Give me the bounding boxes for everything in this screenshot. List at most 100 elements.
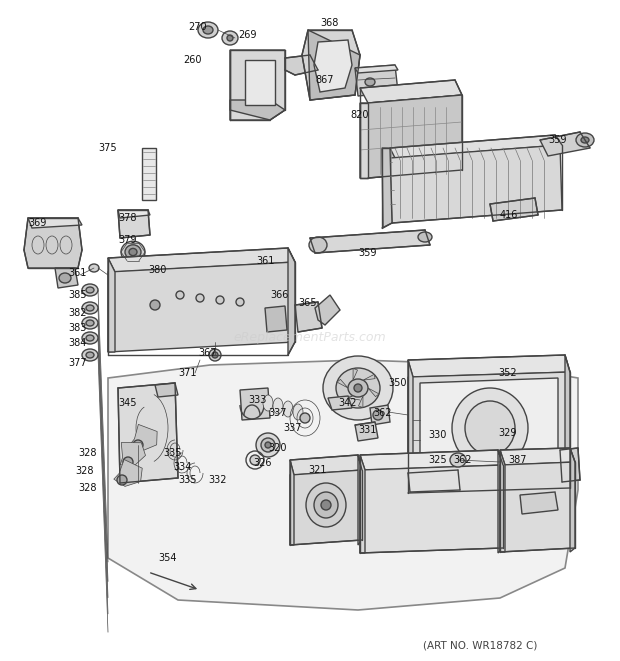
Text: 369: 369: [28, 218, 46, 228]
Ellipse shape: [581, 137, 589, 143]
Polygon shape: [230, 50, 285, 120]
Text: 352: 352: [498, 368, 516, 378]
Text: 326: 326: [253, 458, 272, 468]
Polygon shape: [285, 55, 318, 75]
Ellipse shape: [336, 368, 380, 408]
Text: 385: 385: [68, 290, 87, 300]
Polygon shape: [500, 448, 575, 465]
Polygon shape: [520, 492, 558, 514]
Polygon shape: [130, 424, 157, 451]
Ellipse shape: [212, 352, 218, 358]
Ellipse shape: [176, 291, 184, 299]
Ellipse shape: [82, 349, 98, 361]
Ellipse shape: [576, 133, 594, 147]
Ellipse shape: [321, 500, 331, 510]
Ellipse shape: [196, 294, 204, 302]
Ellipse shape: [323, 356, 393, 420]
Text: 416: 416: [500, 210, 518, 220]
Text: 367: 367: [198, 348, 216, 358]
Text: 269: 269: [238, 30, 257, 40]
Polygon shape: [328, 396, 352, 410]
Ellipse shape: [222, 31, 238, 45]
Polygon shape: [302, 30, 360, 100]
Ellipse shape: [306, 483, 346, 527]
Polygon shape: [118, 383, 178, 483]
Polygon shape: [490, 198, 538, 221]
Ellipse shape: [256, 433, 280, 457]
Polygon shape: [295, 302, 322, 332]
Text: eReplacementParts.com: eReplacementParts.com: [234, 332, 386, 344]
Polygon shape: [108, 248, 295, 272]
Text: 359: 359: [358, 248, 376, 258]
Polygon shape: [118, 210, 150, 238]
Text: 382: 382: [68, 308, 87, 318]
Polygon shape: [108, 360, 578, 610]
Polygon shape: [408, 355, 570, 377]
Polygon shape: [500, 450, 505, 552]
Ellipse shape: [82, 284, 98, 296]
Text: 330: 330: [428, 430, 446, 440]
Polygon shape: [360, 80, 462, 103]
Polygon shape: [24, 218, 82, 268]
Polygon shape: [114, 459, 142, 486]
Text: 328: 328: [78, 448, 97, 458]
Text: 384: 384: [68, 338, 86, 348]
Text: 335: 335: [163, 448, 182, 458]
Polygon shape: [118, 210, 150, 218]
Ellipse shape: [117, 475, 127, 485]
Text: 329: 329: [498, 428, 516, 438]
Text: 321: 321: [308, 465, 327, 475]
Ellipse shape: [250, 455, 260, 465]
Text: 350: 350: [388, 378, 407, 388]
Ellipse shape: [123, 457, 133, 467]
Bar: [142, 148, 156, 200]
Polygon shape: [288, 248, 295, 355]
Text: 320: 320: [268, 443, 286, 453]
Text: 337: 337: [268, 408, 286, 418]
Text: 366: 366: [270, 290, 288, 300]
Polygon shape: [28, 218, 82, 228]
Text: 361: 361: [256, 256, 275, 266]
Ellipse shape: [209, 349, 221, 361]
Ellipse shape: [82, 317, 98, 329]
Text: 820: 820: [350, 110, 368, 120]
Ellipse shape: [452, 388, 528, 468]
Polygon shape: [315, 295, 340, 325]
Ellipse shape: [265, 442, 271, 448]
Ellipse shape: [227, 35, 233, 41]
Polygon shape: [358, 396, 363, 407]
Ellipse shape: [273, 398, 283, 414]
Polygon shape: [540, 132, 590, 156]
Ellipse shape: [263, 395, 273, 411]
Polygon shape: [570, 448, 575, 552]
Polygon shape: [368, 95, 462, 178]
Polygon shape: [245, 60, 275, 105]
Polygon shape: [120, 442, 146, 467]
Text: 337: 337: [283, 423, 301, 433]
Ellipse shape: [309, 237, 327, 253]
Ellipse shape: [236, 298, 244, 306]
Text: 334: 334: [173, 462, 192, 472]
Polygon shape: [290, 460, 294, 545]
Ellipse shape: [348, 379, 368, 397]
Ellipse shape: [82, 332, 98, 344]
Ellipse shape: [314, 492, 338, 518]
Text: 332: 332: [208, 475, 226, 485]
Text: 328: 328: [78, 483, 97, 493]
Polygon shape: [370, 405, 390, 425]
Text: 325: 325: [428, 455, 446, 465]
Text: 377: 377: [68, 358, 87, 368]
Ellipse shape: [190, 368, 200, 378]
Polygon shape: [290, 470, 362, 545]
Polygon shape: [308, 30, 360, 100]
Polygon shape: [565, 355, 570, 492]
Text: 383: 383: [68, 323, 86, 333]
Polygon shape: [368, 388, 379, 397]
Polygon shape: [108, 258, 115, 352]
Text: 867: 867: [315, 75, 334, 85]
Polygon shape: [382, 148, 392, 228]
Text: 387: 387: [508, 455, 526, 465]
Ellipse shape: [150, 300, 160, 310]
Ellipse shape: [354, 384, 362, 392]
Text: 362: 362: [453, 455, 471, 465]
